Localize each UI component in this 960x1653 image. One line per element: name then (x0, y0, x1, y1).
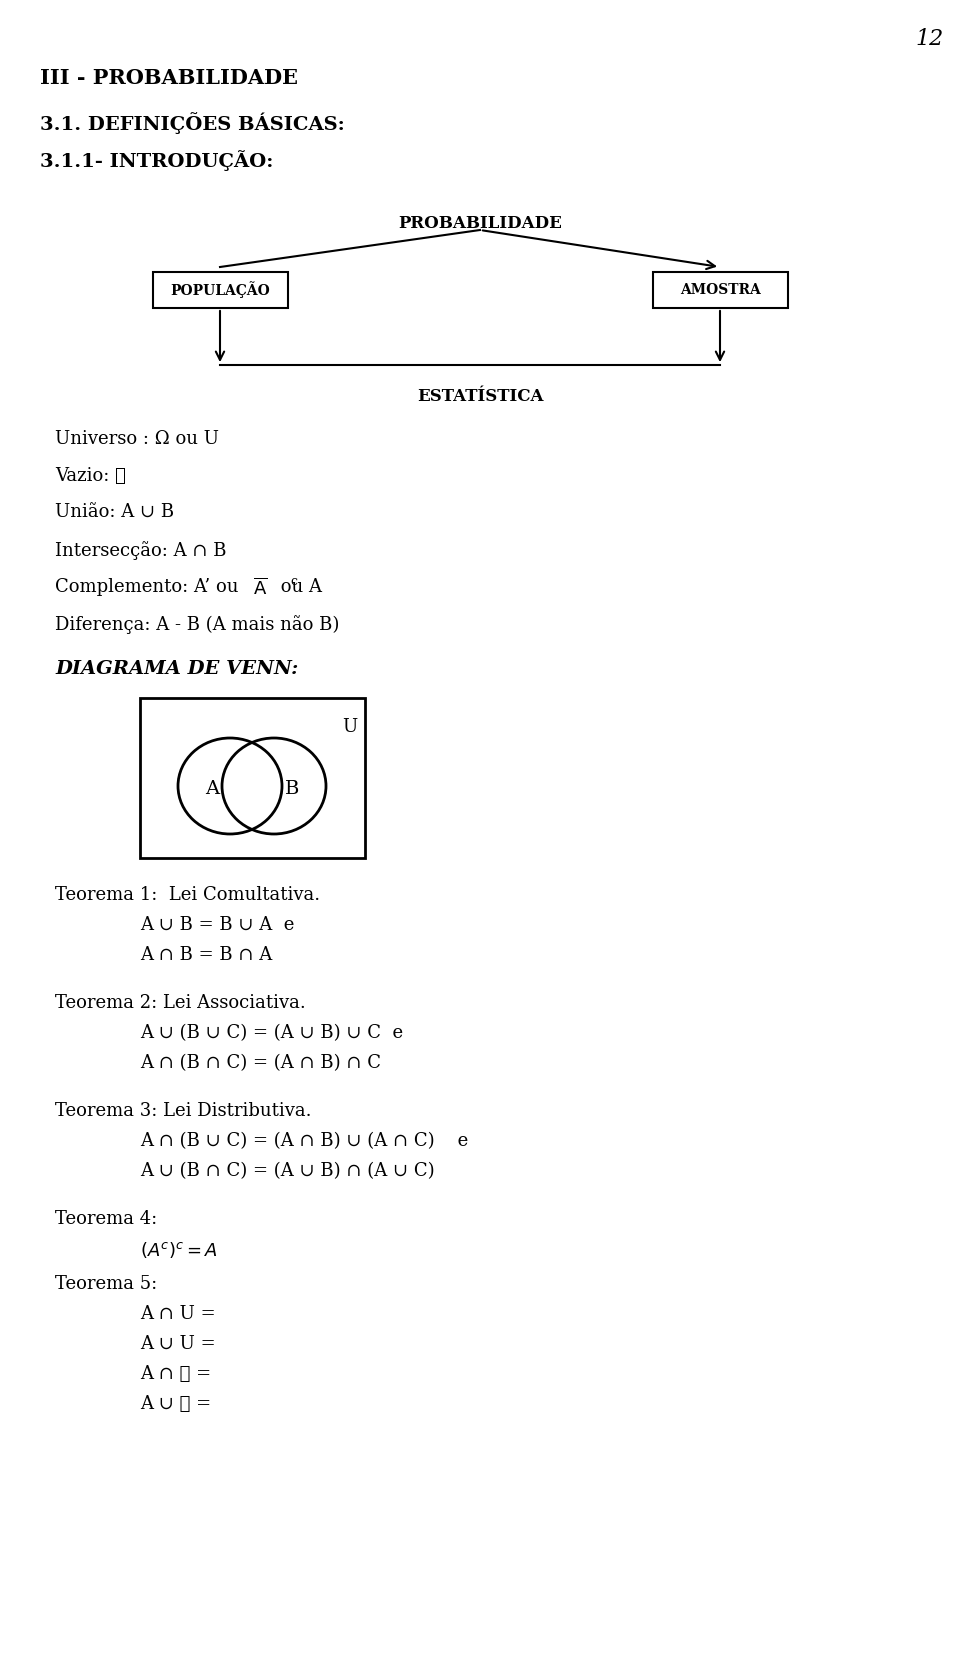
Text: III - PROBABILIDADE: III - PROBABILIDADE (40, 68, 298, 88)
Text: Teorema 5:: Teorema 5: (55, 1274, 157, 1293)
Text: $\overline{\mathrm{A}}$: $\overline{\mathrm{A}}$ (253, 579, 267, 598)
Text: A ∪ (B ∩ C) = (A ∪ B) ∩ (A ∪ C): A ∪ (B ∩ C) = (A ∪ B) ∩ (A ∪ C) (140, 1162, 435, 1180)
Text: Universo : Ω ou U: Universo : Ω ou U (55, 430, 219, 448)
Text: ESTATÍSTICA: ESTATÍSTICA (417, 388, 543, 405)
Text: POPULAÇÃO: POPULAÇÃO (170, 281, 270, 299)
Bar (153, 273, 287, 307)
Text: 3.1.1- INTRODUÇÃO:: 3.1.1- INTRODUÇÃO: (40, 150, 274, 170)
Text: 12: 12 (916, 28, 944, 50)
Text: Teorema 2: Lei Associativa.: Teorema 2: Lei Associativa. (55, 993, 305, 1012)
Text: 3.1. DEFINIÇÕES BÁSICAS:: 3.1. DEFINIÇÕES BÁSICAS: (40, 112, 345, 134)
Bar (140, 698, 365, 858)
Text: A ∩ ∅ =: A ∩ ∅ = (140, 1365, 211, 1384)
Text: c: c (290, 575, 297, 588)
Text: A: A (204, 780, 219, 798)
Text: A ∪ (B ∪ C) = (A ∪ B) ∪ C  e: A ∪ (B ∪ C) = (A ∪ B) ∪ C e (140, 1023, 403, 1041)
Text: Diferença: A - B (A mais não B): Diferença: A - B (A mais não B) (55, 615, 340, 635)
Text: B: B (285, 780, 300, 798)
Text: Teorema 4:: Teorema 4: (55, 1210, 157, 1228)
Text: U: U (343, 717, 358, 736)
Text: A ∪ ∅ =: A ∪ ∅ = (140, 1395, 211, 1413)
Text: DIAGRAMA DE VENN:: DIAGRAMA DE VENN: (55, 660, 299, 678)
Text: Teorema 1:  Lei Comultativa.: Teorema 1: Lei Comultativa. (55, 886, 320, 904)
Text: Intersecção: A ∩ B: Intersecção: A ∩ B (55, 541, 227, 560)
Text: ou A: ou A (275, 579, 322, 597)
Text: A ∪ U =: A ∪ U = (140, 1336, 216, 1354)
Text: A ∩ B = B ∩ A: A ∩ B = B ∩ A (140, 946, 273, 964)
Text: A ∩ (B ∪ C) = (A ∩ B) ∪ (A ∩ C)    e: A ∩ (B ∪ C) = (A ∩ B) ∪ (A ∩ C) e (140, 1132, 468, 1150)
Text: Teorema 3: Lei Distributiva.: Teorema 3: Lei Distributiva. (55, 1103, 311, 1121)
Text: A ∩ (B ∩ C) = (A ∩ B) ∩ C: A ∩ (B ∩ C) = (A ∩ B) ∩ C (140, 1055, 381, 1073)
Text: Vazio: ∅: Vazio: ∅ (55, 468, 126, 484)
Text: PROBABILIDADE: PROBABILIDADE (398, 215, 562, 231)
Text: Complemento: A’ ou: Complemento: A’ ou (55, 579, 244, 597)
Text: A ∪ B = B ∪ A  e: A ∪ B = B ∪ A e (140, 916, 295, 934)
Text: AMOSTRA: AMOSTRA (680, 283, 760, 298)
Text: $(A^c)^c = A$: $(A^c)^c = A$ (140, 1240, 218, 1260)
Text: União: A ∪ B: União: A ∪ B (55, 504, 174, 522)
Bar (653, 273, 787, 307)
Text: A ∩ U =: A ∩ U = (140, 1304, 216, 1322)
